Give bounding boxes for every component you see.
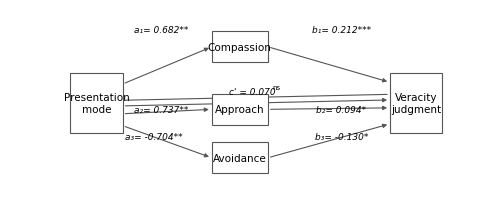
FancyBboxPatch shape — [70, 74, 122, 133]
Text: Compassion: Compassion — [208, 43, 272, 53]
Text: b₂= 0.094*: b₂= 0.094* — [316, 105, 366, 115]
Text: Presentation
mode: Presentation mode — [64, 93, 130, 114]
Text: b₁= 0.212***: b₁= 0.212*** — [312, 25, 371, 34]
Text: c' = 0.070: c' = 0.070 — [229, 87, 276, 96]
FancyBboxPatch shape — [212, 142, 268, 174]
FancyBboxPatch shape — [212, 32, 268, 63]
Text: Veracity
judgment: Veracity judgment — [391, 93, 441, 114]
Text: b₃= -0.130*: b₃= -0.130* — [315, 133, 368, 142]
FancyBboxPatch shape — [212, 94, 268, 125]
Text: a₂= 0.737**: a₂= 0.737** — [134, 105, 188, 115]
Text: a₁= 0.682**: a₁= 0.682** — [134, 25, 188, 34]
Text: Avoidance: Avoidance — [213, 153, 266, 163]
FancyBboxPatch shape — [390, 74, 442, 133]
Text: ns: ns — [272, 85, 280, 91]
Text: a₃= -0.704**: a₃= -0.704** — [125, 133, 182, 142]
Text: Approach: Approach — [215, 105, 264, 115]
